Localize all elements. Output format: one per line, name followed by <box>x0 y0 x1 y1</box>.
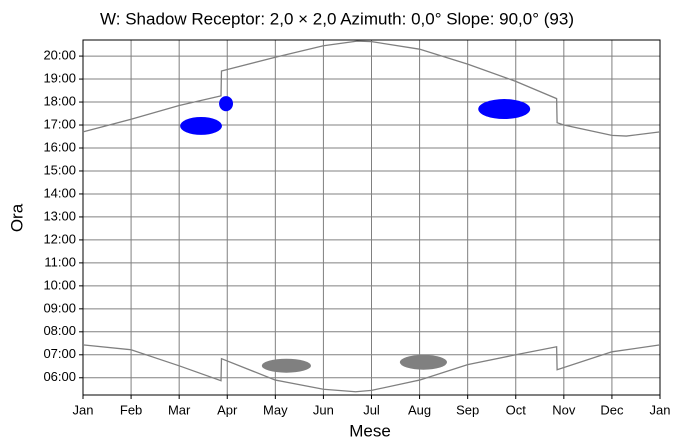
shadow-region <box>261 358 311 373</box>
x-tick-label: May <box>263 402 288 417</box>
plot-frame <box>82 39 661 396</box>
y-tick-label: 16:00 <box>43 139 76 154</box>
line <box>82 40 661 137</box>
x-tick-label: Jun <box>313 402 334 417</box>
line <box>82 344 661 393</box>
shadow-region <box>399 354 447 370</box>
y-tick-label: 17:00 <box>43 116 76 131</box>
y-tick-label: 19:00 <box>43 70 76 85</box>
y-tick-label: 09:00 <box>43 300 76 315</box>
x-tick-label: Apr <box>217 402 238 417</box>
x-axis-title: Mese <box>349 421 391 440</box>
y-tick-label: 18:00 <box>43 93 76 108</box>
x-tick-label: Oct <box>506 402 527 417</box>
shadow-region <box>180 116 222 135</box>
x-tick-label: Sep <box>456 402 479 417</box>
y-tick-label: 14:00 <box>43 185 76 200</box>
x-tick-label: Aug <box>408 402 431 417</box>
x-tick-label: Jan <box>650 402 671 417</box>
shadow-region <box>478 99 531 120</box>
y-tick-label: 06:00 <box>43 369 76 384</box>
x-tick-label: Jan <box>73 402 94 417</box>
y-tick-label: 20:00 <box>43 48 76 63</box>
y-tick-label: 11:00 <box>44 254 76 269</box>
y-axis-title: Ora <box>7 203 26 232</box>
y-tick-label: 08:00 <box>43 323 76 338</box>
y-tick-label: 12:00 <box>43 231 76 246</box>
x-tick-label: Dec <box>600 402 624 417</box>
y-tick-label: 13:00 <box>43 208 76 223</box>
y-tick-label: 07:00 <box>43 346 76 361</box>
x-tick-label: Jul <box>363 402 380 417</box>
shadow-region <box>219 96 234 112</box>
x-tick-label: Nov <box>552 402 576 417</box>
chart-title: W: Shadow Receptor: 2,0 × 2,0 Azimuth: 0… <box>100 9 574 28</box>
y-tick-label: 15:00 <box>43 162 76 177</box>
y-tick-label: 10:00 <box>43 277 76 292</box>
x-tick-label: Feb <box>120 402 142 417</box>
x-tick-label: Mar <box>168 402 191 417</box>
